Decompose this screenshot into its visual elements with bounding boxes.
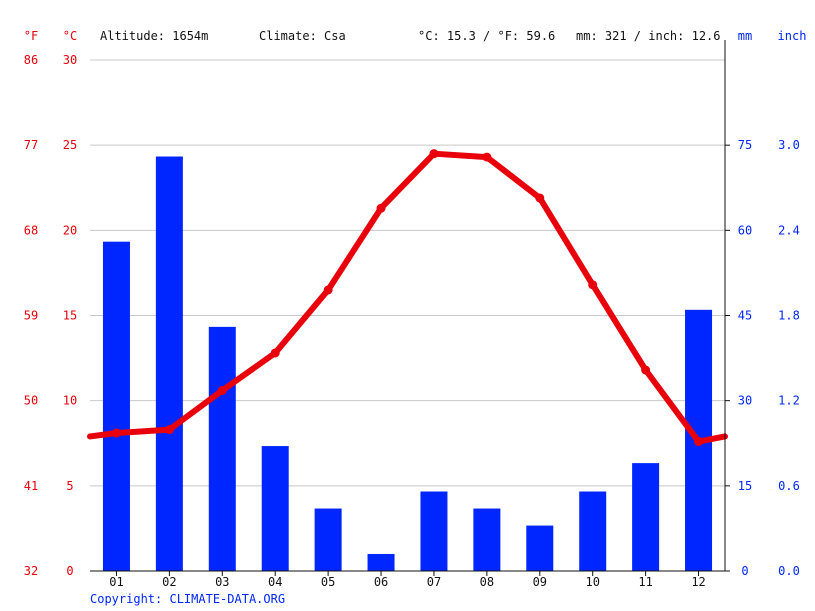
temp-average-text: °C: 15.3 / °F: 59.6 xyxy=(418,29,555,43)
y2-tick-label-inch: 2.4 xyxy=(778,223,800,237)
x-tick-label: 08 xyxy=(480,575,494,589)
x-tick-label: 07 xyxy=(427,575,441,589)
temperature-point xyxy=(164,425,174,435)
altitude-text: Altitude: 1654m xyxy=(100,29,208,43)
y2-tick-label-inch: 1.8 xyxy=(778,309,800,323)
temperature-point xyxy=(641,365,651,375)
y2-tick-label-mm: 60 xyxy=(738,223,752,237)
precip-bar xyxy=(526,525,554,571)
y-tick-label-f: 68 xyxy=(24,223,38,237)
copyright-text: Copyright: CLIMATE-DATA.ORG xyxy=(90,592,285,606)
y2-tick-label-mm: 0 xyxy=(741,564,748,578)
precip-bar xyxy=(367,553,395,571)
y-tick-label-f: 41 xyxy=(24,479,38,493)
precip-bar xyxy=(102,241,130,571)
y-tick-label-c: 20 xyxy=(63,223,77,237)
y-tick-label-f: 59 xyxy=(24,309,38,323)
temperature-point xyxy=(535,193,545,203)
x-tick-label: 10 xyxy=(585,575,599,589)
temperature-point xyxy=(217,385,227,395)
temperature-point xyxy=(323,285,333,295)
y-tick-label-c: 25 xyxy=(63,138,77,152)
temperature-point xyxy=(429,149,439,159)
precip-bar xyxy=(632,463,660,571)
y2-tick-label-inch: 0.6 xyxy=(778,479,800,493)
y-tick-label-c: 10 xyxy=(63,394,77,408)
x-tick-label: 02 xyxy=(162,575,176,589)
y2-tick-label-inch: 0.0 xyxy=(778,564,800,578)
climate-text: Climate: Csa xyxy=(259,29,346,43)
temperature-point xyxy=(694,437,704,447)
unit-c-label: °C xyxy=(63,29,77,43)
temperature-line-path xyxy=(87,150,728,445)
y-tick-label-f: 77 xyxy=(24,138,38,152)
unit-f-label: °F xyxy=(24,29,38,43)
precipitation-bars xyxy=(102,156,713,571)
x-tick-label: 12 xyxy=(691,575,705,589)
y-tick-label-f: 86 xyxy=(24,53,38,67)
axes xyxy=(90,40,730,576)
y2-tick-label-mm: 30 xyxy=(738,394,752,408)
y2-tick-label-mm: 75 xyxy=(738,138,752,152)
temperature-point xyxy=(482,152,492,162)
y2-tick-label-mm: 15 xyxy=(738,479,752,493)
precip-bar xyxy=(420,491,448,571)
x-tick-label: 04 xyxy=(268,575,282,589)
y-tick-label-c: 0 xyxy=(66,564,73,578)
temperature-point xyxy=(270,348,280,358)
temperature-point xyxy=(376,203,386,213)
precip-bar xyxy=(261,446,289,571)
x-tick-label: 06 xyxy=(374,575,388,589)
precip-bar xyxy=(208,326,236,571)
temperature-point xyxy=(111,428,121,438)
temperature-line xyxy=(87,149,728,447)
x-tick-label: 11 xyxy=(638,575,652,589)
precip-bar xyxy=(155,156,183,571)
precip-bar xyxy=(314,508,342,571)
tick-labels: 32 0 41 5 50 10 59 15 68 20 77 25 86 30 0 0.0 15 0.6 30 1.2… xyxy=(24,53,800,589)
y-tick-label-c: 5 xyxy=(66,479,73,493)
x-tick-label: 03 xyxy=(215,575,229,589)
temperature-point xyxy=(588,280,598,290)
y2-tick-label-inch: 1.2 xyxy=(778,394,800,408)
x-tick-label: 01 xyxy=(109,575,123,589)
unit-mm-label: mm xyxy=(738,29,752,43)
y-tick-label-f: 50 xyxy=(24,394,38,408)
precip-total-text: mm: 321 / inch: 12.6 xyxy=(576,29,721,43)
precip-bar xyxy=(579,491,607,571)
x-tick-label: 05 xyxy=(321,575,335,589)
precip-bar xyxy=(473,508,501,571)
unit-inch-label: inch xyxy=(778,29,807,43)
x-tick-label: 09 xyxy=(533,575,547,589)
y-tick-label-f: 32 xyxy=(24,564,38,578)
y-tick-label-c: 30 xyxy=(63,53,77,67)
grid-lines xyxy=(90,59,725,487)
y2-tick-label-inch: 3.0 xyxy=(778,138,800,152)
y-tick-label-c: 15 xyxy=(63,309,77,323)
y2-tick-label-mm: 45 xyxy=(738,309,752,323)
